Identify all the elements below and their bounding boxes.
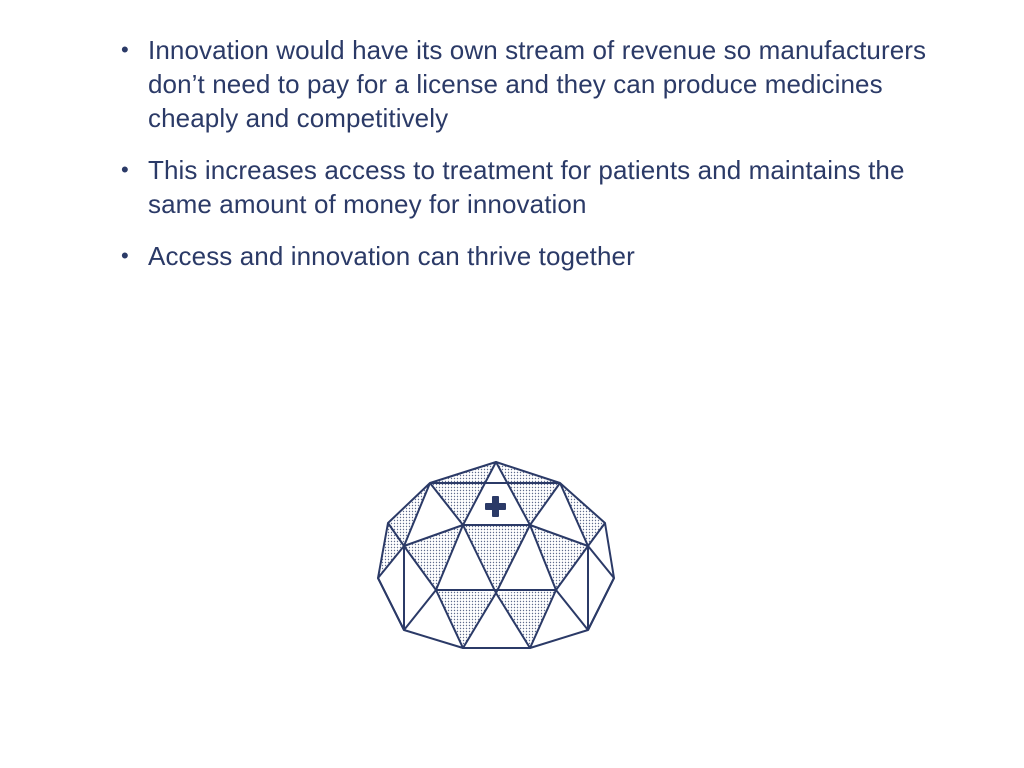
- geodesic-dome-hospital-icon: [377, 461, 615, 649]
- medical-cross-icon: [485, 496, 506, 517]
- bullet-text: This increases access to treatment for p…: [148, 155, 905, 219]
- bullet-text: Access and innovation can thrive togethe…: [148, 241, 635, 271]
- bullet-marker: •: [121, 37, 129, 62]
- bullet-text: Innovation would have its own stream of …: [148, 35, 927, 133]
- bullet-marker: •: [121, 243, 129, 268]
- bullet-item: • This increases access to treatment for…: [121, 153, 941, 221]
- bullet-marker: •: [121, 157, 129, 182]
- bullet-item: • Innovation would have its own stream o…: [121, 33, 941, 135]
- bullet-list: • Innovation would have its own stream o…: [121, 33, 941, 291]
- bullet-item: • Access and innovation can thrive toget…: [121, 239, 941, 273]
- dome-frame: [377, 461, 615, 649]
